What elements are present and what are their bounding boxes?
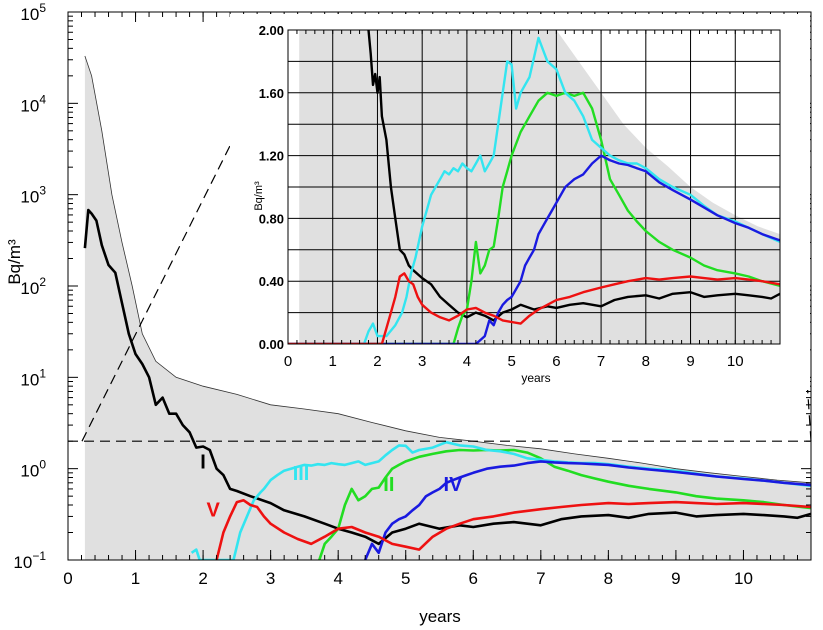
main-envelope [84, 55, 811, 560]
main-x-tick-label: 7 [536, 569, 545, 588]
inset-y-tick-label: 0.80 [259, 211, 284, 226]
main-y-tick-label: 105 [20, 1, 46, 24]
zoom-guide-left [81, 29, 289, 442]
inset-x-tick-label: 7 [597, 353, 605, 370]
main-x-tick-label: 5 [401, 569, 410, 588]
main-envelope-outline [84, 55, 811, 484]
inset-x-tick-label: 8 [642, 353, 650, 370]
main-series-II [318, 448, 811, 560]
main-x-tick-label: 8 [604, 569, 613, 588]
main-y-axis-label: Bq/m³ [5, 239, 24, 285]
main-x-tick-label: 10 [734, 569, 753, 588]
inset-y-tick-label: 0.00 [259, 337, 284, 352]
inset-plot-frame [287, 29, 781, 345]
inset-x-tick-label: 9 [686, 353, 694, 370]
inset-x-tick-label: 5 [507, 353, 515, 370]
main-series-IV [364, 460, 811, 560]
main-envelope-area [84, 56, 811, 560]
main-y-tick-label: 10−1 [13, 549, 46, 572]
main-series-label-III: III [293, 463, 310, 485]
main-series-label-IV: IV [444, 474, 464, 496]
main-y-tick-label: 101 [20, 366, 46, 389]
inset-y-tick-label: 2.00 [259, 23, 284, 38]
inset-x-tick-label: 0 [284, 353, 292, 370]
main-y-tick-label: 104 [20, 92, 46, 115]
main-series-label-V: V [207, 499, 221, 521]
inset-ticks: 0 1 2 3 4 5 6 7 8 9 10 0.00 0.40 0.80 1.20 1.60 2.00 [259, 23, 781, 370]
inset-y-tick-label: 0.40 [259, 274, 284, 289]
inset-plot: 0 1 2 3 4 5 6 7 8 9 10 0.00 0.40 0.80 1.20 1.60 2.00 yea… [230, 14, 810, 390]
main-series-group [83, 208, 811, 560]
inset-x-tick-label: 2 [373, 353, 381, 370]
inset-series-V [288, 272, 780, 344]
inset-series-III [288, 36, 780, 344]
main-x-tick-label: 3 [266, 569, 275, 588]
inset-x-axis-label: years [521, 371, 550, 385]
main-x-tick-label: 9 [671, 569, 680, 588]
inset-x-tick-label: 4 [463, 353, 471, 370]
inset-x-tick-label: 3 [418, 353, 426, 370]
inset-series-I [367, 30, 780, 322]
main-series-V [215, 499, 811, 560]
inset-series-II [288, 91, 780, 344]
main-x-tick-label: 2 [198, 569, 207, 588]
main-x-axis-label: years [419, 607, 461, 626]
main-x-tick-label: 0 [63, 569, 72, 588]
main-series-label-II: II [383, 474, 394, 496]
inset-x-tick-label: 6 [552, 353, 560, 370]
main-y-tick-label: 102 [20, 275, 46, 298]
inset-series-IV [288, 154, 780, 344]
main-y-tick-label: 103 [20, 184, 46, 207]
inset-series-group [288, 30, 780, 344]
inset-x-tick-label: 10 [727, 353, 744, 370]
main-x-tick-label: 1 [131, 569, 140, 588]
main-x-tick-label: 6 [469, 569, 478, 588]
inset-y-tick-label: 1.60 [259, 86, 284, 101]
inset-y-axis-label: Bq/m³ [253, 181, 265, 211]
main-series-I [83, 208, 811, 546]
main-x-tick-label: 4 [333, 569, 342, 588]
inset-y-tick-label: 1.20 [259, 149, 284, 164]
main-y-tick-label: 100 [20, 458, 46, 481]
main-series-label-I: I [200, 452, 206, 474]
inset-x-tick-label: 1 [329, 353, 337, 370]
